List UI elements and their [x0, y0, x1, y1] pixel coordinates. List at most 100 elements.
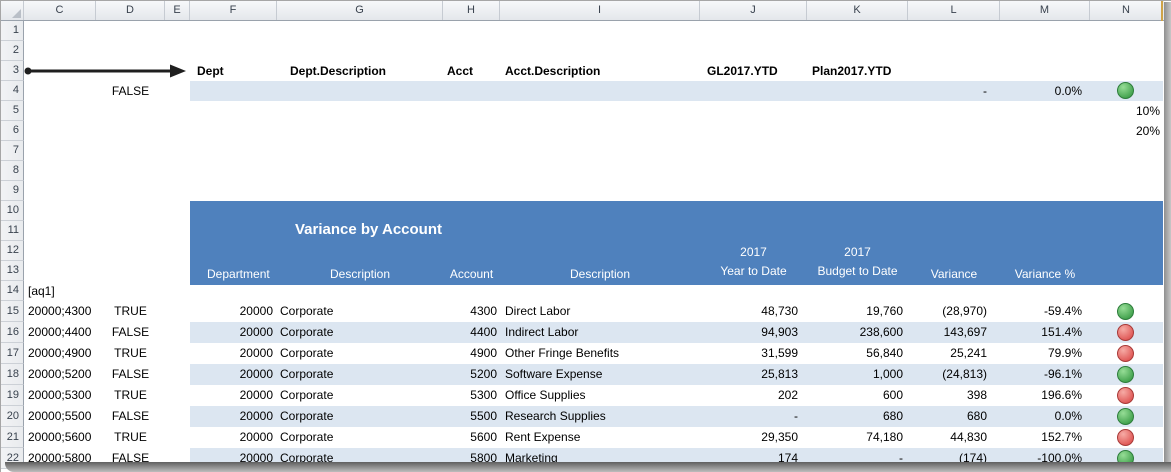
cell-variance[interactable]: 680 [966, 409, 987, 423]
cell-year-to-date[interactable]: - [794, 409, 798, 423]
cell-department[interactable]: 20000 [239, 451, 273, 465]
cell-query-marker[interactable]: [aq1] [28, 284, 55, 298]
row-header-17[interactable]: 17 [0, 343, 24, 364]
cell-department[interactable]: 20000 [239, 346, 273, 360]
cell-department-description[interactable]: Corporate [280, 388, 334, 402]
cell-account[interactable]: 5200 [470, 367, 497, 381]
cell-field-acct-description[interactable]: Acct.Description [505, 64, 601, 78]
cell-variance[interactable]: 44,830 [950, 430, 987, 444]
cell-variance-pct[interactable]: 151.4% [1041, 325, 1082, 339]
cell-flag[interactable]: FALSE [111, 367, 150, 381]
column-header-L[interactable]: L [908, 1, 1000, 20]
cell-field-dept-description[interactable]: Dept.Description [290, 64, 387, 78]
cell-key[interactable]: 20000;4400 [28, 325, 92, 339]
cell-department-description[interactable]: Corporate [280, 325, 334, 339]
cell-budget-to-date[interactable]: 238,600 [859, 325, 903, 339]
header-account[interactable]: Account [449, 267, 494, 281]
cell-account[interactable]: 4300 [470, 304, 497, 318]
header-dept-description[interactable]: Description [329, 267, 391, 281]
cell-account-description[interactable]: Indirect Labor [505, 325, 579, 339]
cell-account-description[interactable]: Research Supplies [505, 409, 606, 423]
column-header-N[interactable]: N [1090, 1, 1163, 20]
cell-field-gl2017-ytd[interactable]: GL2017.YTD [707, 64, 778, 78]
row-header-20[interactable]: 20 [0, 406, 24, 427]
row-header-16[interactable]: 16 [0, 322, 24, 343]
cell-year-to-date[interactable]: 202 [777, 388, 798, 402]
cell-department-description[interactable]: Corporate [280, 346, 334, 360]
header-variance-pct[interactable]: Variance % [1014, 267, 1076, 281]
cell-key[interactable]: 20000;5500 [28, 409, 92, 423]
cell-flag[interactable]: FALSE [111, 409, 150, 423]
cell-department-description[interactable]: Corporate [280, 304, 334, 318]
row-header-8[interactable]: 8 [0, 161, 24, 181]
cell-budget-to-date[interactable]: 680 [882, 409, 903, 423]
cell-account[interactable]: 5500 [470, 409, 497, 423]
cell-key[interactable]: 20000;5800 [28, 451, 92, 465]
cell-department[interactable]: 20000 [239, 388, 273, 402]
cell-key[interactable]: 20000;4300 [28, 304, 92, 318]
column-header-H[interactable]: H [443, 1, 500, 20]
column-header-D[interactable]: D [96, 1, 165, 20]
cell-budget-to-date[interactable]: 74,180 [866, 430, 903, 444]
arrow-shape[interactable] [24, 61, 190, 81]
row-header-13[interactable]: 13 [0, 261, 24, 281]
row-header-5[interactable]: 5 [0, 101, 24, 121]
cell-account[interactable]: 4900 [470, 346, 497, 360]
cell-flag[interactable]: TRUE [114, 388, 147, 402]
cell-budget-to-date[interactable]: 56,840 [866, 346, 903, 360]
cell-variance-pct[interactable]: -96.1% [1043, 367, 1082, 381]
column-header-C[interactable]: C [24, 1, 96, 20]
cell-budget-to-date[interactable]: 19,760 [866, 304, 903, 318]
cell-budget-to-date[interactable]: 600 [882, 388, 903, 402]
cell-variance-pct[interactable]: 0.0% [1054, 409, 1082, 423]
header-variance[interactable]: Variance [930, 267, 978, 281]
row-header-12[interactable]: 12 [0, 241, 24, 261]
cell-variance-pct[interactable]: 0.0% [1054, 84, 1082, 98]
cell-variance-pct[interactable]: -59.4% [1043, 304, 1082, 318]
column-header-I[interactable]: I [500, 1, 700, 20]
row-header-2[interactable]: 2 [0, 41, 24, 61]
cell-flag[interactable]: FALSE [111, 325, 150, 339]
row-header-7[interactable]: 7 [0, 141, 24, 161]
column-header-J[interactable]: J [700, 1, 807, 20]
row-header-14[interactable]: 14 [0, 281, 24, 301]
cell-variance[interactable]: 25,241 [950, 346, 987, 360]
cell-field-dept[interactable]: Dept [197, 64, 224, 78]
row-header-4[interactable]: 4 [0, 81, 24, 101]
cell-department-description[interactable]: Corporate [280, 409, 334, 423]
row-header-19[interactable]: 19 [0, 385, 24, 406]
cell-variance-pct[interactable]: 79.9% [1047, 346, 1082, 360]
cell-account-description[interactable]: Other Fringe Benefits [505, 346, 620, 360]
cell-department[interactable]: 20000 [239, 430, 273, 444]
select-all-corner[interactable] [0, 1, 24, 20]
cell-variance[interactable]: 143,697 [943, 325, 987, 339]
cell-department-description[interactable]: Corporate [280, 367, 334, 381]
cell-threshold-2[interactable]: 20% [1135, 124, 1160, 138]
cell-variance[interactable]: (28,970) [942, 304, 987, 318]
cell-account[interactable]: 4400 [470, 325, 497, 339]
cell-flag[interactable]: TRUE [114, 346, 147, 360]
header-department[interactable]: Department [207, 267, 270, 281]
cell-variance[interactable]: (24,813) [942, 367, 987, 381]
cell-year-to-date[interactable]: 94,903 [761, 325, 798, 339]
cell-department[interactable]: 20000 [239, 325, 273, 339]
row-header-9[interactable]: 9 [0, 181, 24, 201]
cell-account-description[interactable]: Software Expense [505, 367, 603, 381]
cell-department[interactable]: 20000 [239, 409, 273, 423]
cell-variance[interactable]: - [983, 84, 987, 98]
cell-account-description[interactable]: Office Supplies [505, 388, 586, 402]
cell-field-acct[interactable]: Acct [447, 64, 474, 78]
cell-variance[interactable]: 398 [966, 388, 987, 402]
row-header-6[interactable]: 6 [0, 121, 24, 141]
cell-department[interactable]: 20000 [239, 367, 273, 381]
row-header-18[interactable]: 18 [0, 364, 24, 385]
cell-variance[interactable]: (174) [958, 451, 987, 465]
cell-variance-pct[interactable]: 152.7% [1041, 430, 1082, 444]
cell-account[interactable]: 5300 [470, 388, 497, 402]
cell-flag[interactable]: TRUE [114, 430, 147, 444]
report-title[interactable]: Variance by Account [295, 221, 442, 238]
header-acct-description[interactable]: Description [569, 267, 631, 281]
header-year-to-date[interactable]: 2017 Year to Date [700, 243, 807, 281]
row-header-15[interactable]: 15 [0, 301, 24, 322]
cell-year-to-date[interactable]: 25,813 [761, 367, 798, 381]
